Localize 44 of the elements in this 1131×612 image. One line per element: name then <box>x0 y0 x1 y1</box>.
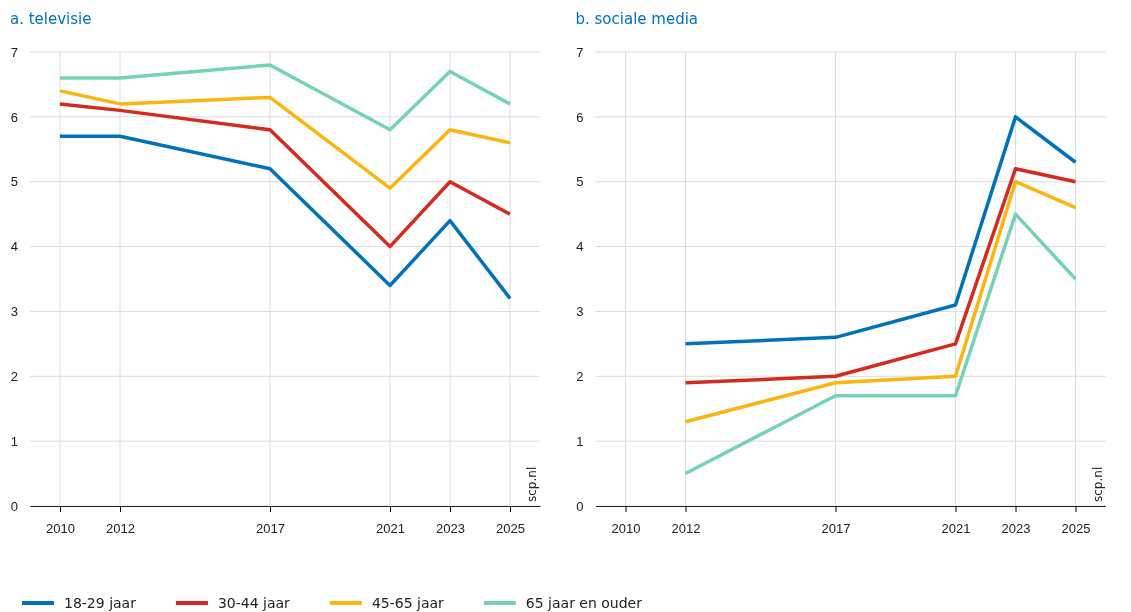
x-tick-label: 2012 <box>671 521 701 537</box>
y-tick-label: 2 <box>576 368 584 384</box>
line-series <box>683 212 1078 476</box>
x-tick-label: 2025 <box>1061 521 1091 537</box>
y-tick-label: 0 <box>10 498 18 514</box>
x-tick-label: 2021 <box>941 521 971 537</box>
chart-title: a. televisie <box>10 10 92 28</box>
x-tick-label: 2010 <box>611 521 641 537</box>
y-tick-label: 1 <box>10 433 18 449</box>
legend-label: 65 jaar en ouder <box>525 595 643 611</box>
x-tick-label: 2025 <box>496 521 525 537</box>
x-tick-label: 2017 <box>256 521 285 537</box>
x-tick-label: 2021 <box>376 521 405 537</box>
legend-label: 18-29 jaar <box>64 595 137 611</box>
line-series <box>683 166 1078 385</box>
line-series <box>683 115 1078 346</box>
y-tick-label: 3 <box>576 304 584 320</box>
legend-label: 45-65 jaar <box>371 595 445 611</box>
chart-title: b. sociale media <box>575 10 699 28</box>
y-tick-label: 7 <box>576 44 584 60</box>
line-series <box>58 89 512 190</box>
legend-label: 30-44 jaar <box>217 595 291 611</box>
x-tick-label: 2023 <box>436 521 465 537</box>
y-tick-label: 6 <box>576 109 584 125</box>
y-tick-label: 6 <box>10 109 18 125</box>
x-tick-label: 2012 <box>106 521 135 537</box>
y-tick-label: 0 <box>576 498 584 514</box>
x-tick-label: 2017 <box>821 521 851 537</box>
y-tick-label: 2 <box>10 368 18 384</box>
line-series <box>58 63 512 132</box>
x-tick-label: 2023 <box>1001 521 1031 537</box>
line-series <box>683 179 1078 424</box>
y-tick-label: 7 <box>10 44 18 60</box>
x-tick-label: 2010 <box>46 521 75 537</box>
y-tick-label: 5 <box>10 174 18 190</box>
y-tick-label: 1 <box>576 433 584 449</box>
line-series <box>58 134 512 301</box>
annotation: scp.nl <box>1090 466 1105 502</box>
y-tick-label: 5 <box>576 174 584 190</box>
y-tick-label: 3 <box>10 304 18 320</box>
line-series <box>58 102 512 249</box>
y-tick-label: 4 <box>576 239 584 255</box>
annotation: scp.nl <box>525 466 539 502</box>
y-tick-label: 4 <box>10 239 18 255</box>
